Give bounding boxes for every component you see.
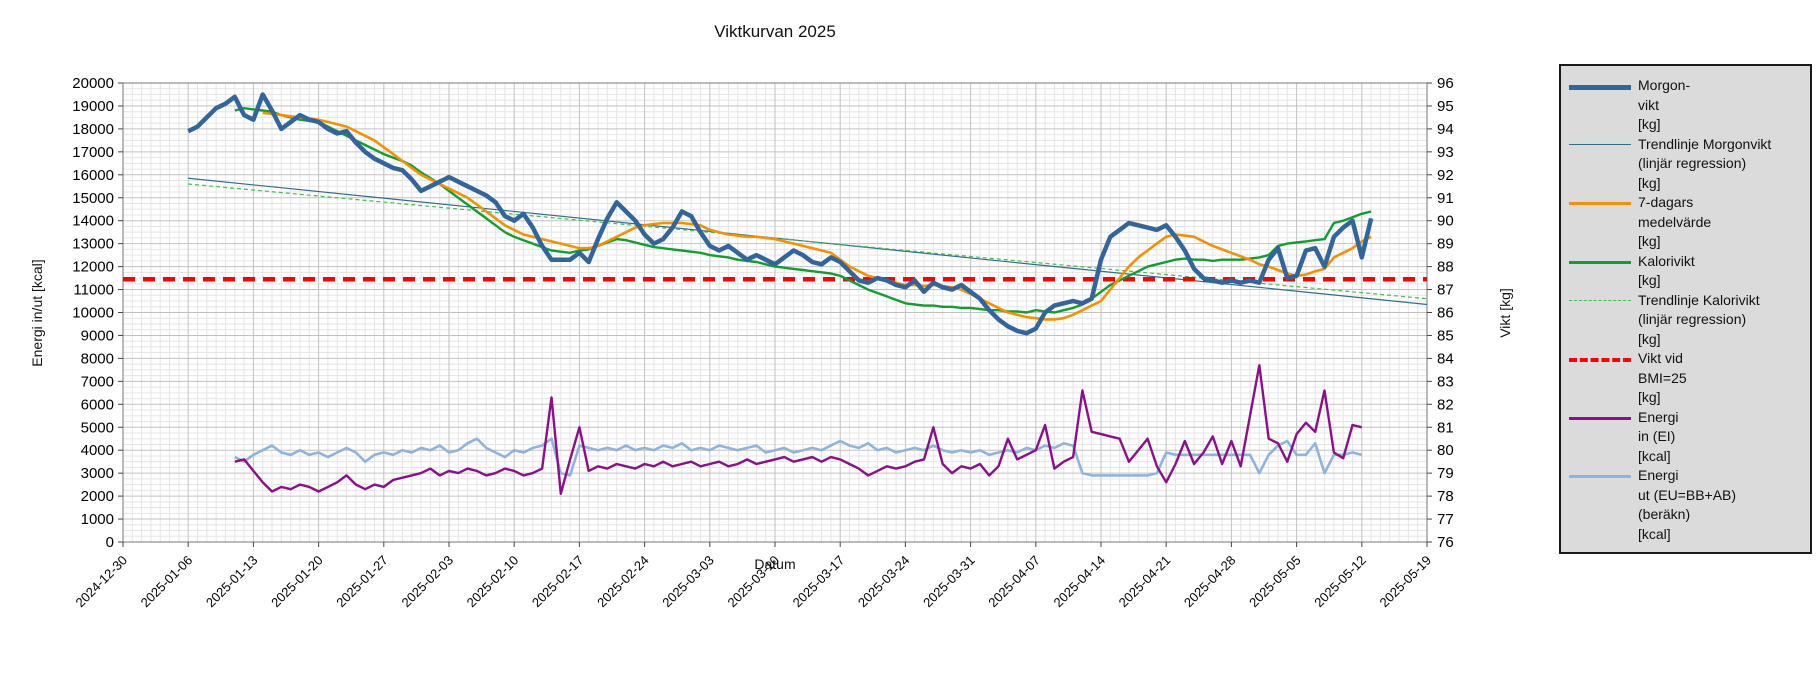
- right-axis-tick-label: 79: [1437, 465, 1454, 482]
- right-axis-tick-label: 76: [1437, 534, 1454, 551]
- right-axis-tick-label: 90: [1437, 213, 1454, 230]
- x-axis-tick-label: 2024-12-30: [72, 553, 130, 611]
- legend-item-trend-kalorivikt: Trendlinje Kalorivikt (linjär regression)…: [1569, 291, 1804, 350]
- right-axis-tick-label: 91: [1437, 190, 1454, 207]
- chart-title: Viktkurvan 2025: [714, 22, 836, 41]
- right-axis-tick-label: 87: [1437, 282, 1454, 299]
- right-axis-tick-label: 78: [1437, 488, 1454, 505]
- legend-swatch-morgonvikt-line-icon: [1569, 85, 1631, 90]
- right-axis-tick-label: 86: [1437, 305, 1454, 322]
- right-axis-tick-label: 89: [1437, 236, 1454, 253]
- legend-item-trend-morgonvikt: Trendlinje Morgonvikt (linjär regression)…: [1569, 135, 1804, 194]
- series-energi-ut: [234, 437, 1363, 477]
- left-axis-tick-label: 4000: [81, 442, 114, 459]
- left-axis-tick-label: 19000: [72, 98, 114, 115]
- legend-item-7-dagars-medelvarde: 7-dagars medelvärde [kg]: [1569, 193, 1804, 252]
- legend-label-vikt-vid-bmi25: Vikt vid BMI=25 [kg]: [1638, 350, 1687, 405]
- left-axis-tick-label: 18000: [72, 121, 114, 138]
- right-axis-tick-label: 84: [1437, 350, 1454, 367]
- left-axis-tick-label: 12000: [72, 259, 114, 276]
- legend-label-trend-kalorivikt: Trendlinje Kalorivikt (linjär regression)…: [1638, 291, 1760, 347]
- left-axis-tick-label: 7000: [81, 373, 114, 390]
- right-axis-tick-label: 94: [1437, 121, 1454, 138]
- legend-label-energi-ut: Energi ut (EU=BB+AB) (beräkn) [kcal]: [1638, 467, 1737, 542]
- legend-item-energi-in: Energi in (EI) [kcal]: [1569, 408, 1804, 467]
- right-axis-tick-label: 83: [1437, 373, 1454, 390]
- series-7-dagars-medelvarde: [262, 111, 1372, 321]
- series-morgonvikt: [187, 92, 1374, 336]
- legend-swatch-vikt-vid-bmi25-line-icon: [1569, 358, 1631, 362]
- left-axis-tick-label: 11000: [73, 282, 114, 299]
- left-axis-tick-label: 2000: [81, 488, 114, 505]
- left-axis-tick-label: 17000: [72, 144, 114, 161]
- right-axis-tick-label: 93: [1437, 144, 1454, 161]
- right-axis-title: Vikt [kg]: [1497, 288, 1513, 338]
- series-trend-kalorivikt: [188, 183, 1428, 300]
- right-axis-tick-label: 80: [1437, 442, 1454, 459]
- left-axis-tick-label: 8000: [81, 350, 114, 367]
- left-axis-tick-label: 20000: [72, 75, 114, 92]
- left-axis-tick-label: 6000: [81, 396, 114, 413]
- legend-label-trend-morgonvikt: Trendlinje Morgonvikt (linjär regression)…: [1638, 135, 1772, 191]
- legend-label-kalorivikt: Kalorivikt [kg]: [1638, 252, 1695, 289]
- left-axis-tick-label: 15000: [72, 190, 114, 207]
- legend-item-kalorivikt: Kalorivikt [kg]: [1569, 252, 1804, 291]
- legend-item-vikt-vid-bmi25: Vikt vid BMI=25 [kg]: [1569, 349, 1804, 408]
- legend-label-morgonvikt: Morgon-vikt [kg]: [1638, 77, 1691, 132]
- series-energi-in: [234, 364, 1363, 495]
- legend-swatch-trend-kalorivikt-line-icon: [1569, 299, 1631, 301]
- series-kalorivikt: [234, 106, 1372, 314]
- left-axis-tick-label: 0: [106, 534, 114, 551]
- left-axis-tick-label: 9000: [81, 327, 114, 344]
- left-axis-tick-label: 1000: [81, 511, 114, 528]
- legend: Morgon-vikt [kg] Trendlinje Morgonvikt (lin…: [1559, 64, 1812, 554]
- left-axis-tick-label: 13000: [72, 236, 114, 253]
- right-axis-tick-label: 81: [1437, 419, 1454, 436]
- legend-swatch-kalorivikt-line-icon: [1569, 260, 1631, 264]
- right-axis-tick-label: 96: [1437, 75, 1454, 92]
- left-axis-tick-label: 14000: [72, 213, 114, 230]
- right-axis-tick-label: 92: [1437, 167, 1454, 184]
- legend-swatch-energi-ut-line-icon: [1569, 475, 1631, 478]
- left-axis-title: Energi in/ut [kcal]: [29, 259, 45, 367]
- x-axis-title: Datum: [754, 556, 796, 572]
- legend-label-7-dagars-medelvarde: 7-dagars medelvärde [kg]: [1638, 194, 1712, 249]
- right-axis-tick-label: 95: [1437, 98, 1454, 115]
- legend-item-morgonvikt: Morgon-vikt [kg]: [1569, 76, 1804, 135]
- right-axis-tick-label: 85: [1437, 327, 1454, 344]
- left-axis-tick-label: 3000: [81, 465, 114, 482]
- right-axis-tick-label: 77: [1437, 511, 1454, 528]
- legend-item-energi-ut: Energi ut (EU=BB+AB) (beräkn) [kcal]: [1569, 466, 1804, 544]
- right-axis-tick-label: 82: [1437, 396, 1454, 413]
- left-axis-tick-label: 5000: [81, 419, 114, 436]
- legend-swatch-7-dagars-medelvarde-line-icon: [1569, 202, 1631, 205]
- left-axis-tick-label: 16000: [72, 167, 114, 184]
- legend-swatch-trend-morgonvikt-line-icon: [1569, 143, 1631, 145]
- legend-label-energi-in: Energi in (EI) [kcal]: [1638, 408, 1679, 464]
- left-axis-tick-label: 10000: [72, 305, 114, 322]
- right-axis-tick-label: 88: [1437, 259, 1454, 276]
- legend-swatch-energi-in-line-icon: [1569, 416, 1631, 420]
